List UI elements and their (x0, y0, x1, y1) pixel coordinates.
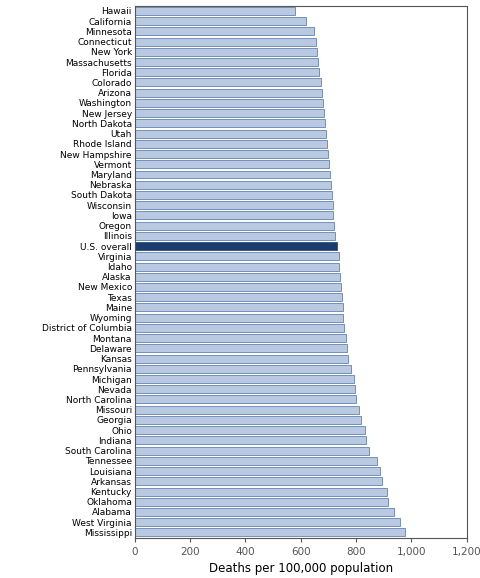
Bar (134, 314, 343, 322)
Bar (134, 324, 344, 332)
Bar (134, 447, 369, 455)
Bar (134, 7, 294, 15)
Bar (134, 334, 345, 342)
Bar (134, 242, 336, 250)
Bar (134, 344, 347, 353)
Bar (134, 58, 318, 66)
Bar (134, 293, 341, 301)
Bar (134, 436, 366, 444)
Bar (134, 303, 342, 312)
Bar (134, 273, 339, 281)
Bar (134, 283, 341, 291)
Bar (134, 160, 328, 168)
Bar (134, 498, 387, 506)
Bar (134, 140, 326, 148)
Bar (134, 487, 386, 495)
Bar (134, 17, 305, 25)
Bar (134, 191, 331, 199)
Bar (134, 508, 393, 516)
Bar (134, 457, 376, 465)
Bar (134, 221, 334, 229)
Bar (134, 38, 316, 46)
Bar (134, 201, 332, 209)
Bar (134, 365, 350, 373)
Bar (134, 109, 324, 117)
Bar (134, 253, 338, 260)
Bar (134, 528, 404, 536)
Bar (134, 386, 355, 393)
Bar (134, 129, 325, 138)
Bar (134, 416, 360, 424)
Bar (134, 212, 333, 220)
Bar (134, 79, 320, 87)
Bar (134, 232, 335, 240)
Bar (134, 354, 348, 362)
Bar (134, 88, 322, 97)
Bar (134, 120, 324, 127)
Bar (134, 171, 330, 179)
Bar (134, 467, 380, 475)
Bar (134, 477, 382, 486)
Bar (134, 150, 327, 158)
X-axis label: Deaths per 100,000 population: Deaths per 100,000 population (208, 562, 392, 575)
Bar (134, 395, 356, 403)
Bar (134, 48, 317, 56)
Bar (134, 406, 359, 414)
Bar (134, 99, 323, 107)
Bar (134, 181, 330, 189)
Bar (134, 426, 364, 434)
Bar (134, 68, 319, 76)
Bar (134, 27, 314, 35)
Bar (134, 518, 399, 526)
Bar (134, 262, 339, 271)
Bar (134, 375, 353, 383)
